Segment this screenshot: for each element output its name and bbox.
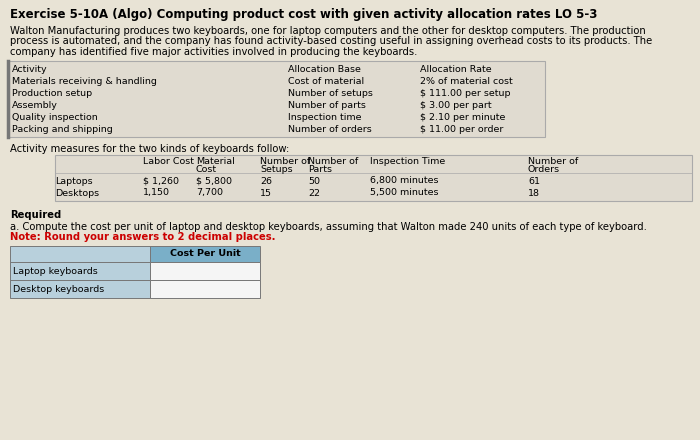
Text: 6,800 minutes: 6,800 minutes [370,176,438,186]
Text: process is automated, and the company has found activity-based costing useful in: process is automated, and the company ha… [10,37,652,47]
Text: $ 1,260: $ 1,260 [143,176,179,186]
Text: Cost of material: Cost of material [288,77,364,85]
Text: Walton Manufacturing produces two keyboards, one for laptop computers and the ot: Walton Manufacturing produces two keyboa… [10,26,645,36]
Text: Cost Per Unit: Cost Per Unit [169,249,240,258]
Text: 1,150: 1,150 [143,188,170,198]
Text: 7,700: 7,700 [196,188,223,198]
Text: Number of: Number of [260,158,310,166]
Bar [10,246,150,263]
Text: Desktop keyboards: Desktop keyboards [13,285,104,293]
Text: $ 111.00 per setup: $ 111.00 per setup [420,88,510,98]
Text: 15: 15 [260,188,272,198]
Bar [55,155,692,202]
Text: company has identified five major activities involved in producing the keyboards: company has identified five major activi… [10,47,417,57]
Text: $ 11.00 per order: $ 11.00 per order [420,125,503,133]
Text: Parts: Parts [308,165,332,173]
Text: $ 5,800: $ 5,800 [196,176,232,186]
Text: a. Compute the cost per unit of laptop and desktop keyboards, assuming that Walt: a. Compute the cost per unit of laptop a… [10,221,647,231]
Text: Number of: Number of [308,158,358,166]
Text: 18: 18 [528,188,540,198]
Text: Labor Cost: Labor Cost [143,158,194,166]
Text: 26: 26 [260,176,272,186]
Text: 2% of material cost: 2% of material cost [420,77,512,85]
Text: Allocation Base: Allocation Base [288,65,361,73]
Bar [150,281,260,298]
Text: Number of: Number of [528,158,578,166]
Text: Materials receiving & handling: Materials receiving & handling [12,77,157,85]
Text: Laptop keyboards: Laptop keyboards [13,267,98,275]
Text: 61: 61 [528,176,540,186]
Text: Laptops: Laptops [55,176,92,186]
Text: Number of setups: Number of setups [288,88,373,98]
Text: Packing and shipping: Packing and shipping [12,125,113,133]
Text: Orders: Orders [528,165,560,173]
Text: $ 3.00 per part: $ 3.00 per part [420,100,491,110]
Text: Number of orders: Number of orders [288,125,372,133]
Text: Number of parts: Number of parts [288,100,366,110]
Text: Assembly: Assembly [12,100,58,110]
Text: Setups: Setups [260,165,293,173]
Text: $ 2.10 per minute: $ 2.10 per minute [420,113,505,121]
Bar [150,246,260,263]
Text: Required: Required [10,209,62,220]
Text: 50: 50 [308,176,320,186]
Bar [8,62,545,137]
Text: 22: 22 [308,188,320,198]
Text: Activity measures for the two kinds of keyboards follow:: Activity measures for the two kinds of k… [10,143,289,154]
Text: Allocation Rate: Allocation Rate [420,65,491,73]
Bar [10,263,150,281]
Text: Production setup: Production setup [12,88,92,98]
Text: Quality inspection: Quality inspection [12,113,98,121]
Text: Material: Material [196,158,235,166]
Text: Desktops: Desktops [55,188,99,198]
Text: Inspection time: Inspection time [288,113,361,121]
Text: Cost: Cost [196,165,217,173]
Bar [10,281,150,298]
Text: Activity: Activity [12,65,48,73]
Text: Exercise 5-10A (Algo) Computing product cost with given activity allocation rate: Exercise 5-10A (Algo) Computing product … [10,8,597,21]
Bar [150,263,260,281]
Text: 5,500 minutes: 5,500 minutes [370,188,438,198]
Text: Note: Round your answers to 2 decimal places.: Note: Round your answers to 2 decimal pl… [10,232,276,242]
Text: Inspection Time: Inspection Time [370,158,445,166]
